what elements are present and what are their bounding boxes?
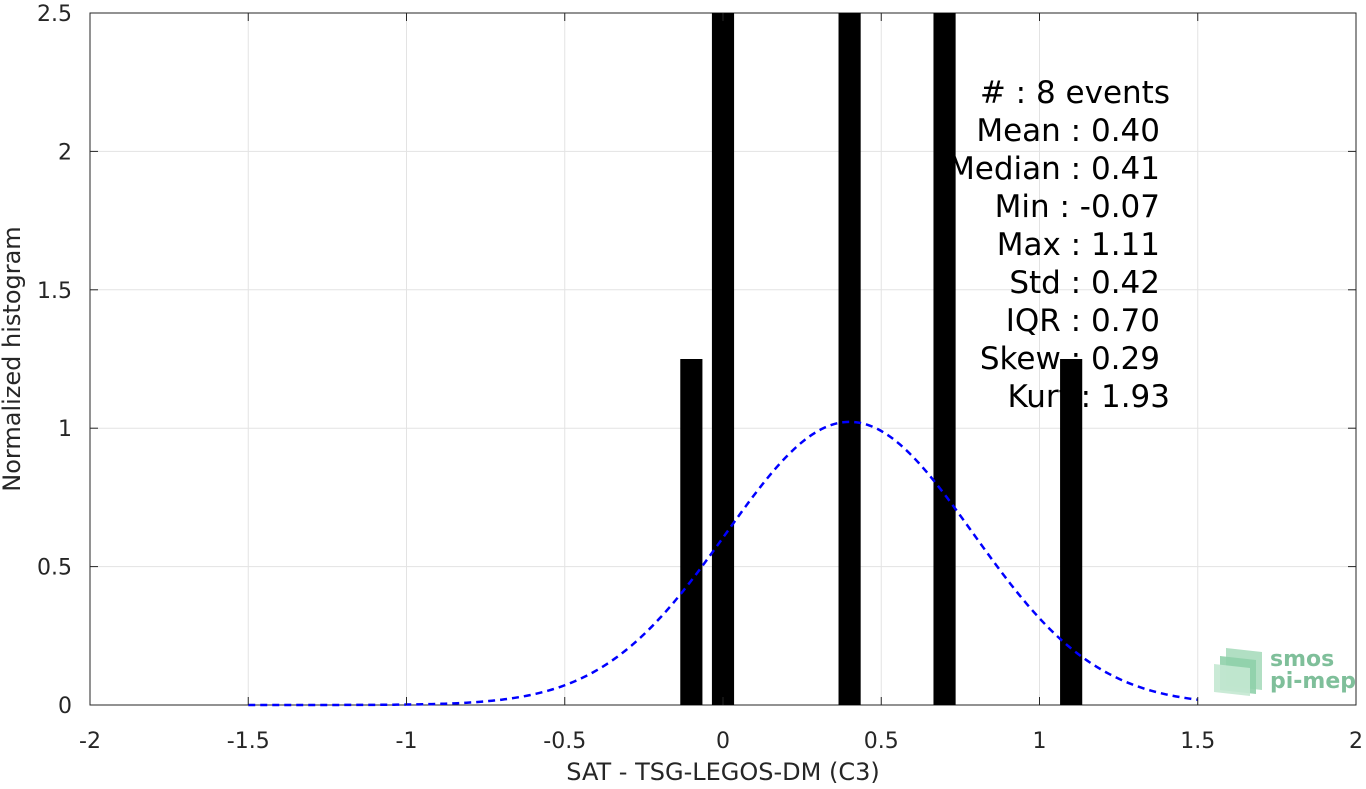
y-tick-label: 1.5: [37, 279, 72, 304]
logo-emblem-icon: [1214, 648, 1262, 696]
histogram-bar: [711, 13, 735, 705]
stats-line: # : 8 events: [980, 75, 1170, 111]
histogram-bar: [680, 359, 703, 705]
x-tick-label: -1.5: [227, 729, 270, 754]
x-tick-label: 1.5: [1180, 729, 1215, 754]
x-tick-label: 0.5: [864, 729, 899, 754]
stats-line: Kurt : 1.93: [1007, 379, 1170, 415]
stats-line: Max : 1.11: [997, 227, 1160, 263]
logo-text-smos: smos: [1270, 647, 1334, 672]
x-tick-label: -2: [79, 729, 101, 754]
stats-line: Min : -0.07: [995, 189, 1160, 225]
y-tick-label: 0: [58, 694, 72, 719]
y-tick-label: 2.5: [37, 2, 72, 27]
x-tick-label: 0: [716, 729, 730, 754]
stats-line: Median : 0.41: [948, 151, 1160, 187]
histogram-bar: [1060, 359, 1083, 705]
stats-line: Mean : 0.40: [976, 113, 1160, 149]
stats-line: Std : 0.42: [1009, 265, 1160, 301]
stats-line: Skew : 0.29: [980, 341, 1160, 377]
y-tick-label: 0.5: [37, 556, 72, 581]
logo-text-pimep: pi-mep: [1270, 669, 1356, 694]
x-axis-label: SAT - TSG-LEGOS-DM (C3): [566, 758, 879, 784]
x-tick-label: 1: [1033, 729, 1047, 754]
stats-line: IQR : 0.70: [1006, 303, 1160, 339]
x-tick-label: 2: [1349, 729, 1363, 754]
histogram-bar: [933, 13, 956, 705]
x-tick-label: -1: [396, 729, 418, 754]
histogram-bar: [838, 13, 861, 705]
x-tick-label: -0.5: [543, 729, 586, 754]
y-tick-label: 1: [58, 417, 72, 442]
bars: [680, 13, 1083, 705]
y-axis-label: Normalized histogram: [0, 226, 26, 491]
smos-pi-mep-logo: smos pi-mep: [1214, 647, 1356, 696]
axis-ticks: -2 -1.5 -1 -0.5 0 0.5 1 1.5 2 0 0.5 1 1.5 2 2.5: [37, 2, 1363, 754]
y-tick-label: 2: [58, 140, 72, 165]
